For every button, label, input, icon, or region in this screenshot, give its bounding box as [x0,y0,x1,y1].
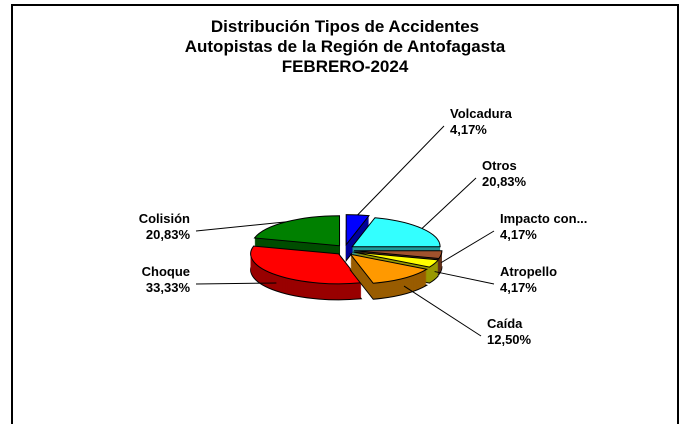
leader-line [440,230,495,264]
slice-label: Otros [482,158,517,173]
slice-value-label: 33,33% [146,280,191,295]
leader-line [195,221,287,232]
slice-top [349,253,429,284]
slice-top [250,245,363,285]
slice-value-label: 20,83% [482,174,527,189]
slice-value-label: 20,83% [146,227,191,242]
pie-slice [349,253,429,300]
slice-label: Impacto con... [500,211,587,226]
chart-title: FEBRERO-2024 [282,57,409,76]
slice-label: Colisión [139,211,190,226]
leader-line [434,271,495,285]
slice-value-label: 4,17% [450,122,487,137]
slice-top [351,217,441,248]
slice-value-label: 4,17% [500,280,537,295]
leader-line [357,125,445,216]
chart-title: Autopistas de la Región de Antofagasta [185,37,506,56]
pie-slice [250,245,363,301]
slice-label: Choque [142,264,190,279]
pie-slice [351,217,441,264]
slice-value-label: 12,50% [487,332,532,347]
leader-line [195,282,277,285]
slice-label: Atropello [500,264,557,279]
leader-line [403,285,482,337]
slice-label: Volcadura [450,106,513,121]
slice-label: Caída [487,316,523,331]
slice-top [353,250,443,259]
leader-line [421,177,477,229]
slice-top [253,215,341,247]
slice-value-label: 4,17% [500,227,537,242]
chart-title: Distribución Tipos de Accidentes [211,17,479,36]
chart-frame [11,4,679,424]
slice-top [353,251,440,268]
